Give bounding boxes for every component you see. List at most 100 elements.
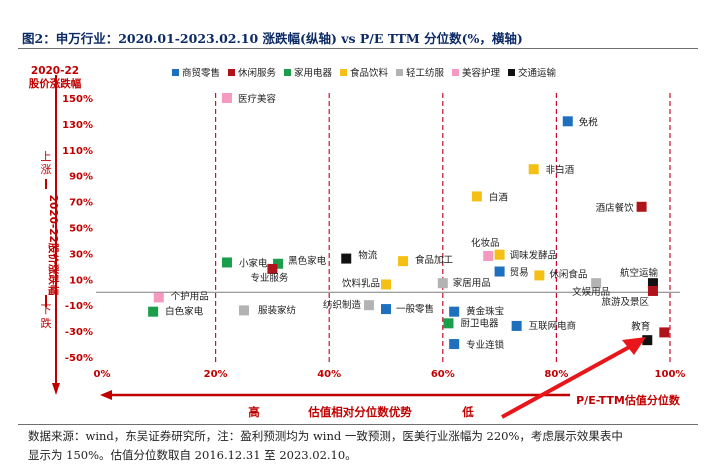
point-marker-leisure: [636, 201, 647, 212]
point-marker-food: [381, 279, 391, 290]
point-marker-leisure: [267, 263, 278, 274]
point-marker-retail: [381, 304, 391, 315]
side-label-down2: 跌: [41, 316, 52, 330]
point-marker-beauty: [483, 250, 494, 261]
legend: 商贸零售 休闲服务 家用电器 食品饮料 轻工纺服 美容护理 交通运输: [172, 67, 557, 79]
legend-label-leisure: 休闲服务: [238, 67, 277, 79]
point-label: 休闲食品: [549, 268, 587, 280]
x-tick-label: 60%: [431, 369, 455, 380]
point-marker-light: [363, 300, 374, 311]
point-label: 厨卫电器: [460, 317, 499, 329]
point-label: 专业连锁: [466, 339, 505, 351]
figure-title: 图2：申万行业：2020.01-2023.02.10 涨跌幅(纵轴) vs P/…: [22, 31, 523, 46]
point-marker-light: [239, 305, 249, 316]
point-label: 饮料乳品: [342, 277, 380, 289]
point-label: 非白酒: [546, 164, 575, 176]
legend-swatch-retail: [172, 69, 179, 76]
point-label: 专业服务: [250, 272, 289, 284]
legend-swatch-food: [340, 69, 347, 76]
side-axis-title: 2020-22股价涨跌幅: [47, 195, 60, 296]
footnote: 数据来源：wind，东吴证券研究所，注：盈利预测均为 wind 一致预测，医美行…: [28, 427, 698, 465]
point-label: 航空运输: [620, 267, 659, 279]
side-label-up2: 涨: [41, 163, 52, 176]
bottom-arrowhead: [100, 390, 112, 400]
y-tick-label: 10%: [69, 275, 93, 286]
x-tick-label: 40%: [317, 369, 341, 380]
side-label-up1: 上: [41, 150, 52, 163]
x-tick-label: 20%: [204, 369, 228, 380]
side-label-down1: 下: [41, 303, 52, 316]
point-marker-transport: [341, 253, 352, 264]
point-label: 教育: [631, 320, 650, 332]
point-marker-appliance: [221, 257, 232, 268]
legend-label-retail: 商贸零售: [182, 67, 220, 79]
legend-swatch-transport: [508, 69, 515, 76]
point-marker-food: [494, 249, 505, 260]
point-marker-retail: [511, 320, 522, 331]
footnote-divider: [18, 424, 698, 425]
point-marker-appliance: [273, 258, 284, 269]
point-label: 家居用品: [453, 277, 491, 289]
annot-high: 高: [248, 405, 260, 419]
legend-label-light: 轻工纺服: [406, 67, 445, 79]
title-divider: [18, 48, 698, 49]
point-label: 纺织制造: [323, 299, 362, 311]
point-label: 医疗美容: [238, 93, 277, 105]
x-tick-label: 100%: [655, 369, 686, 380]
point-marker-appliance: [443, 318, 454, 329]
point-marker-retail: [449, 306, 460, 317]
point-marker-retail: [562, 116, 573, 127]
point-label: 个护用品: [171, 290, 209, 302]
y-title-line1: 2020-22: [31, 65, 79, 77]
legend-swatch-appliance: [284, 69, 291, 76]
y-tick-label: -30%: [65, 327, 93, 338]
point-marker-food: [534, 270, 545, 281]
x-axis-caption: P/E-TTM估值分位数: [576, 393, 681, 407]
footnote-line-2: 显示为 150%。估值分位数取自 2016.12.31 至 2023.02.10…: [28, 448, 357, 462]
point-label: 免税: [579, 116, 599, 128]
point-label: 文娱用品: [572, 286, 610, 298]
highlight-arrowhead: [622, 337, 646, 355]
y-tick-label: 150%: [62, 94, 93, 105]
point-label: 物流: [358, 250, 378, 262]
point-label: 服装家纺: [258, 304, 297, 316]
point-marker-appliance: [148, 306, 159, 317]
point-marker-leisure: [647, 285, 658, 296]
y-tick-label: -50%: [65, 353, 93, 364]
point-label: 旅游及景区: [601, 296, 649, 308]
point-marker-retail: [494, 266, 505, 277]
point-label: 黄金珠宝: [466, 306, 504, 318]
point-marker-retail: [449, 339, 460, 350]
y-tick-label: 70%: [69, 198, 93, 209]
annot-low: 低: [461, 405, 474, 419]
legend-label-transport: 交通运输: [518, 67, 557, 79]
annotations: [501, 337, 646, 419]
point-marker-transport: [647, 278, 658, 289]
y-tick-label: 110%: [62, 146, 93, 157]
point-marker-light: [591, 278, 602, 289]
y-tick-label: 50%: [69, 224, 93, 235]
point-marker-light: [437, 278, 448, 289]
point-label: 黑色家电: [288, 255, 327, 267]
highlight-arrow-line: [501, 343, 634, 419]
point-label: 白酒: [489, 191, 509, 203]
scatter-chart: 150% 130% 110% 90% 70% 50% 30% 10% -10% -30% -50%0…: [29, 65, 686, 419]
legend-swatch-beauty: [452, 69, 459, 76]
legend-label-appliance: 家用电器: [294, 67, 333, 79]
point-label: 贸易: [510, 267, 529, 279]
point-label: 调味发酵品: [510, 250, 558, 262]
legend-swatch-leisure: [228, 69, 235, 76]
axis-layer: 150% 130% 110% 90% 70% 50% 30% 10% -10% -30% -50%0…: [29, 65, 686, 419]
legend-label-food: 食品饮料: [350, 67, 389, 79]
point-label: 化妆品: [471, 237, 500, 249]
legend-swatch-light: [396, 69, 403, 76]
point-marker-food: [528, 164, 539, 175]
point-marker-food: [471, 191, 482, 202]
x-tick-label: 80%: [544, 369, 568, 380]
point-label: 食品加工: [415, 254, 454, 266]
y-tick-label: -10%: [65, 301, 93, 312]
side-axis-arrowhead: [52, 383, 60, 395]
point-label: 一般零售: [396, 303, 434, 315]
footnote-line-1: 数据来源：wind，东吴证券研究所，注：盈利预测均为 wind 一致预测，医美行…: [28, 429, 623, 443]
annot-middle: 估值相对分位数优势: [307, 405, 412, 419]
